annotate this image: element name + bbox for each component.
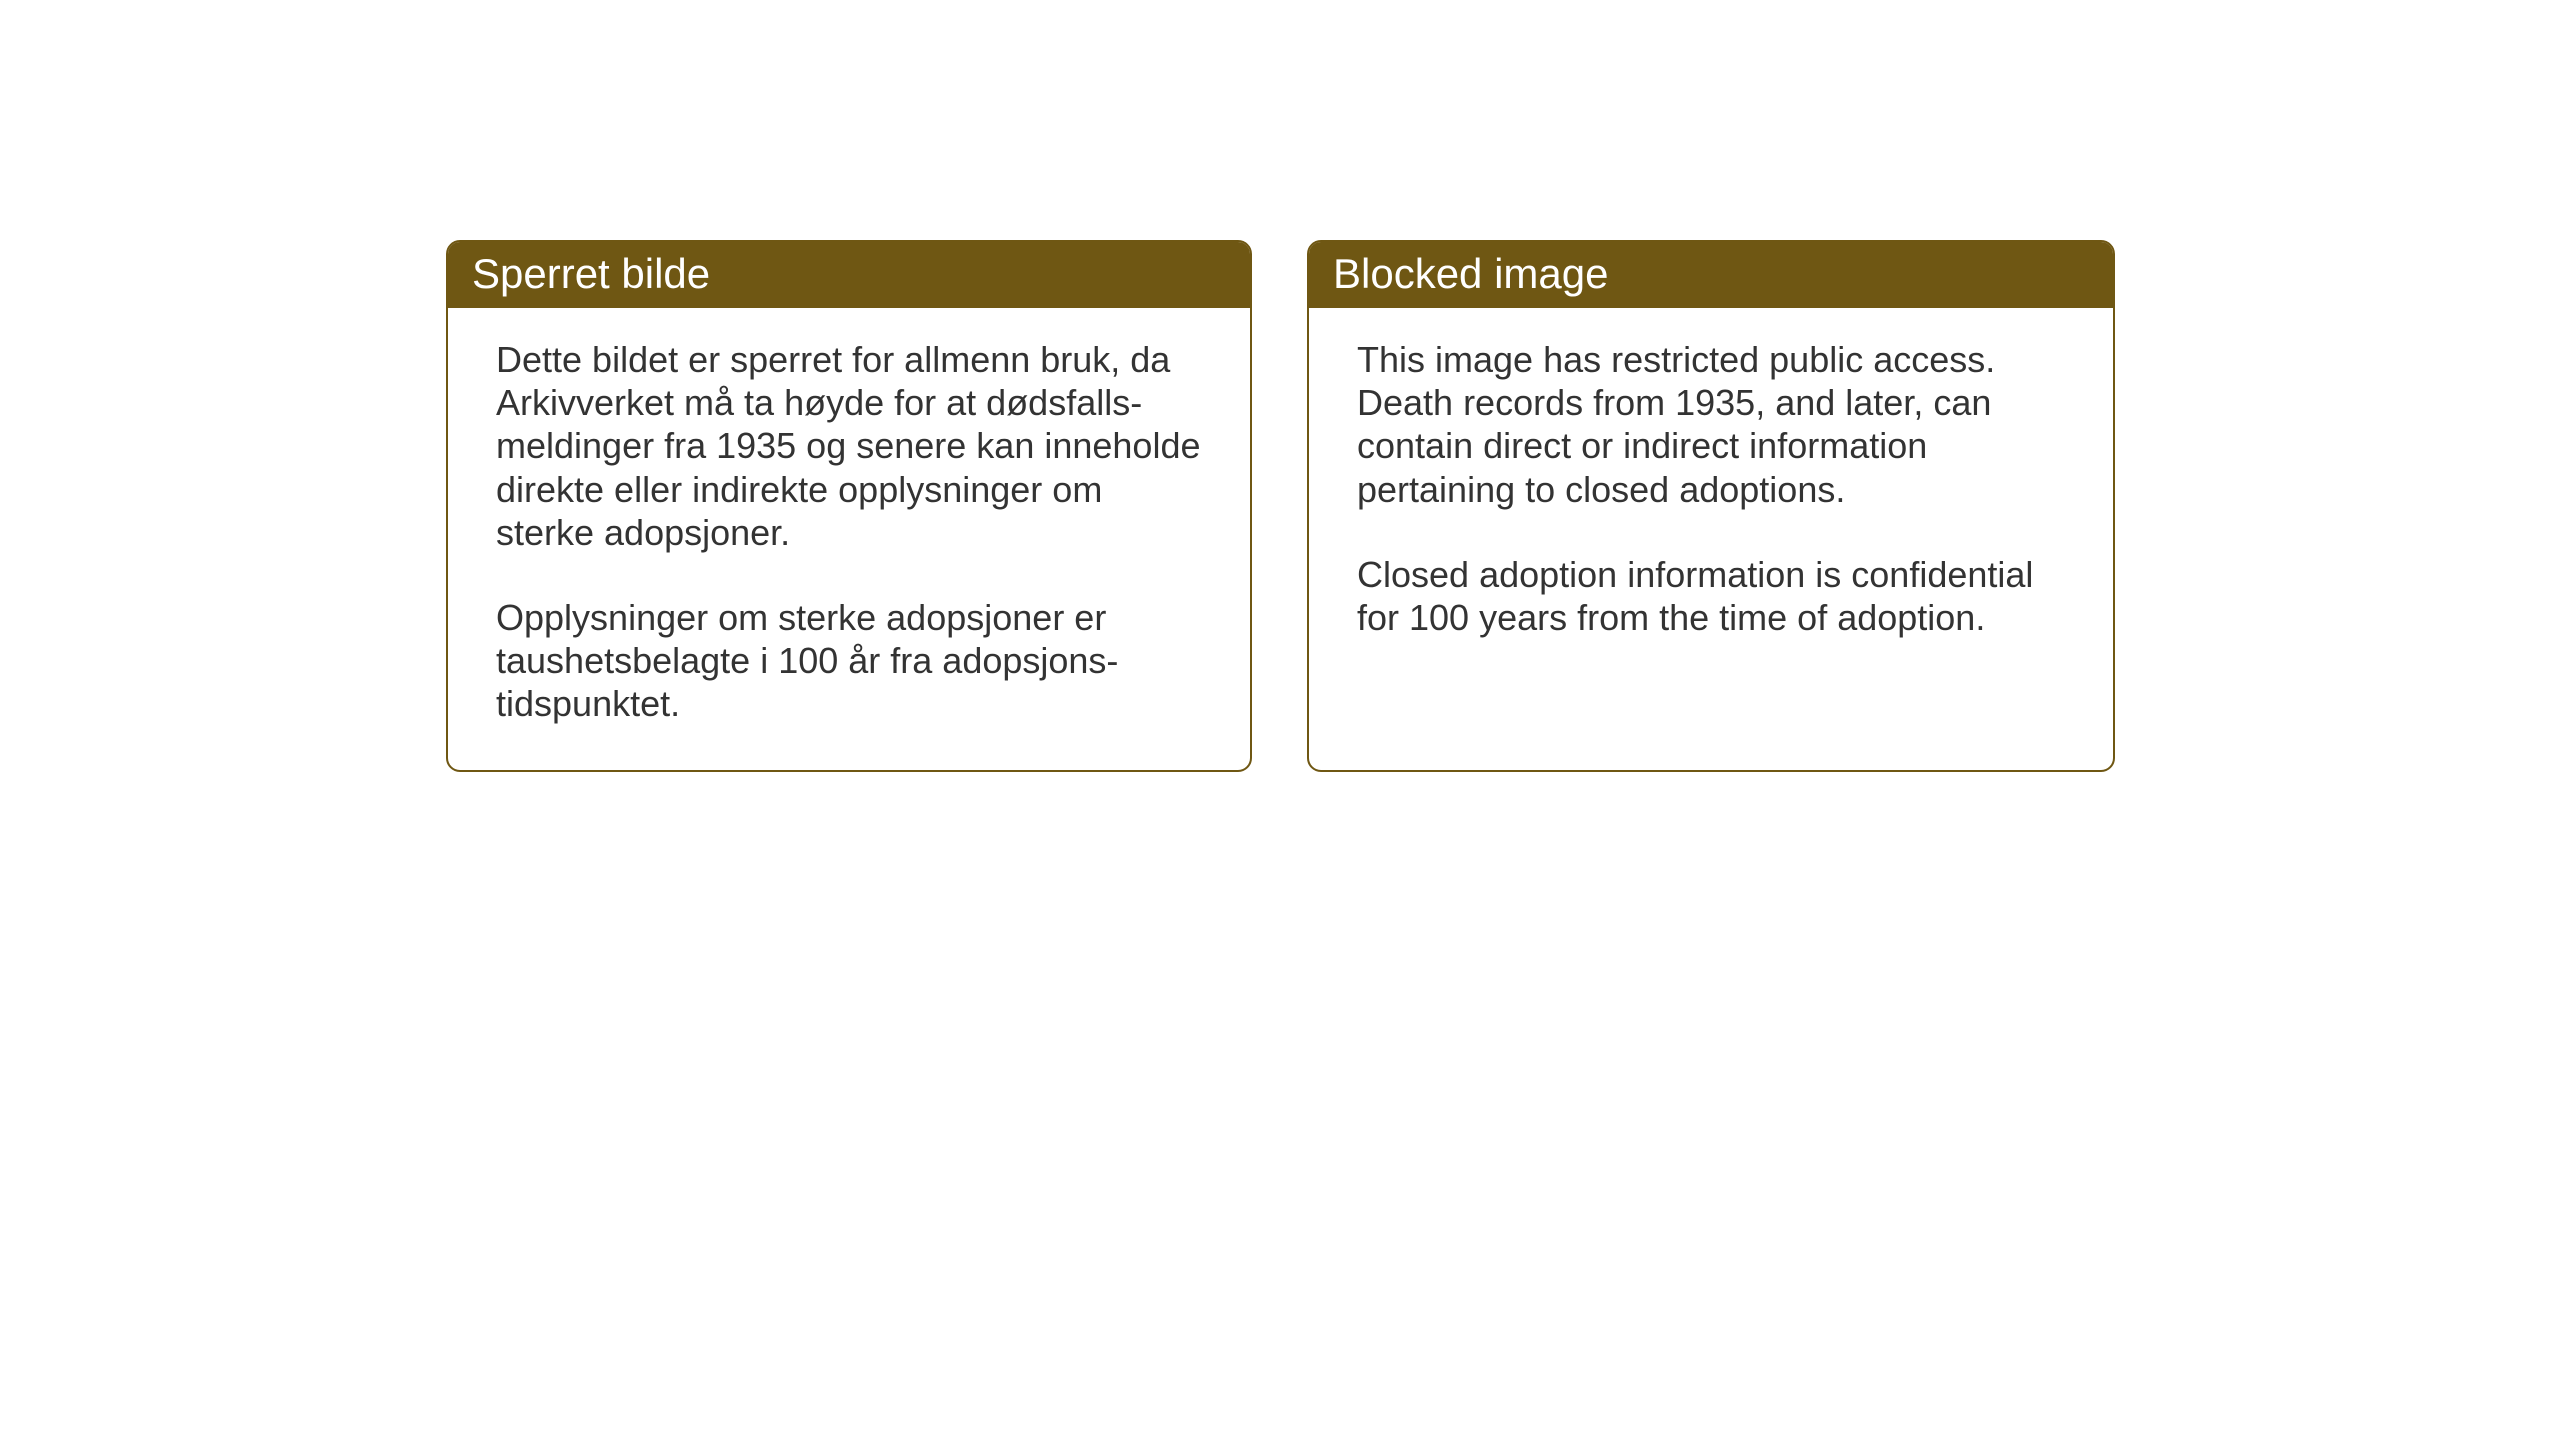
notice-cards-container: Sperret bilde Dette bildet er sperret fo…: [446, 240, 2115, 772]
norwegian-card-body: Dette bildet er sperret for allmenn bruk…: [448, 308, 1250, 770]
norwegian-paragraph-2: Opplysninger om sterke adopsjoner er tau…: [496, 596, 1202, 726]
english-card-body: This image has restricted public access.…: [1309, 308, 2113, 697]
english-notice-card: Blocked image This image has restricted …: [1307, 240, 2115, 772]
norwegian-paragraph-1: Dette bildet er sperret for allmenn bruk…: [496, 338, 1202, 554]
english-card-title: Blocked image: [1309, 242, 2113, 308]
norwegian-card-title: Sperret bilde: [448, 242, 1250, 308]
english-paragraph-2: Closed adoption information is confident…: [1357, 553, 2065, 639]
english-paragraph-1: This image has restricted public access.…: [1357, 338, 2065, 511]
norwegian-notice-card: Sperret bilde Dette bildet er sperret fo…: [446, 240, 1252, 772]
